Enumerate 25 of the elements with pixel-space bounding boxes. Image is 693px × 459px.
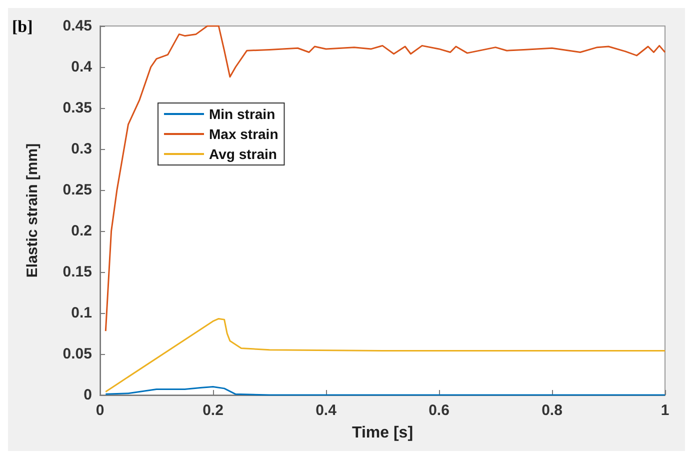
y-tick-label: 0.3 bbox=[71, 140, 92, 158]
line-series bbox=[104, 25, 666, 332]
x-axis-title: Time [s] bbox=[352, 424, 414, 442]
y-tick-label: 0 bbox=[84, 386, 92, 404]
y-tick-label: 0.05 bbox=[62, 346, 92, 362]
y-tick-label: 0.2 bbox=[71, 222, 92, 240]
y-tick-label: 0.35 bbox=[62, 100, 92, 116]
x-tick-label: 0.2 bbox=[202, 402, 224, 419]
text: [b] bbox=[12, 17, 33, 36]
x-tick-label: 0.4 bbox=[316, 402, 338, 419]
y-tick-label: 0.15 bbox=[62, 264, 92, 280]
y-tick-label: 0.4 bbox=[71, 58, 93, 76]
legend-label: Avg strain bbox=[209, 146, 277, 162]
x-tick-label: 1 bbox=[660, 402, 670, 419]
y-tick-label: 0.25 bbox=[62, 182, 92, 198]
y-tick-label: 0.1 bbox=[71, 304, 92, 322]
y-axis-title: Elastic strain [mm] bbox=[24, 143, 41, 278]
legend-label: Min strain bbox=[209, 106, 276, 122]
legend-label: Max strain bbox=[209, 126, 278, 142]
y-tick-label: 0.45 bbox=[62, 18, 92, 34]
x-tick-label: 0.8 bbox=[542, 402, 562, 419]
line-series bbox=[104, 386, 666, 396]
x-tick-label: 0 bbox=[96, 402, 104, 419]
x-tick-label: 0.6 bbox=[428, 402, 450, 419]
line-series bbox=[104, 318, 666, 392]
